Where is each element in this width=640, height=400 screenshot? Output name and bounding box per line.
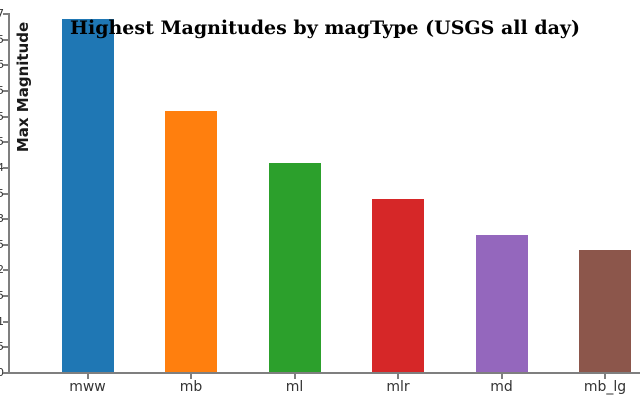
y-tick-mark xyxy=(3,166,8,169)
y-tick-mark xyxy=(3,372,8,374)
x-tick-label-md: md xyxy=(490,379,513,395)
y-tick-mark xyxy=(3,218,8,221)
y-tick-mark xyxy=(3,346,8,349)
y-tick-label: 3.5 xyxy=(0,186,4,200)
x-tick-label-mb: mb xyxy=(179,379,203,395)
bar-mlr xyxy=(372,198,424,373)
x-tick-label-mlr: mlr xyxy=(386,379,410,395)
x-tick-label-ml: ml xyxy=(285,379,304,395)
y-tick-label: 2.5 xyxy=(0,237,4,251)
x-tick-mark xyxy=(500,374,503,379)
x-tick-mark xyxy=(293,374,296,379)
x-tick-mark xyxy=(190,374,192,379)
y-tick-label: 1 xyxy=(0,314,4,328)
chart-title: Highest Magnitudes by magType (USGS all … xyxy=(70,17,580,39)
x-tick-label-mww: mww xyxy=(69,379,106,395)
y-tick-mark xyxy=(3,115,8,118)
x-tick-mark xyxy=(397,374,399,379)
y-tick-label: 1.5 xyxy=(0,289,4,303)
y-tick-label: 4 xyxy=(0,160,4,174)
y-tick-label: 0 xyxy=(0,366,4,379)
y-tick-label: 4.5 xyxy=(0,135,4,149)
x-tick-mark xyxy=(604,374,606,379)
bar-mb_lg xyxy=(579,249,631,373)
y-tick-label: 5.5 xyxy=(0,83,4,97)
bar-mww xyxy=(61,19,114,373)
y-tick-mark xyxy=(3,64,8,67)
y-tick-mark xyxy=(3,295,8,298)
y-tick-mark xyxy=(3,89,8,92)
y-tick-mark xyxy=(3,243,8,246)
y-tick-mark xyxy=(3,192,8,195)
y-tick-label: 6.5 xyxy=(0,32,4,46)
bar-mb xyxy=(165,111,217,373)
x-tick-mark xyxy=(86,374,89,379)
y-tick-mark xyxy=(3,38,8,41)
y-tick-label: 3 xyxy=(0,212,4,226)
bar-ml xyxy=(268,162,321,373)
bar-md xyxy=(475,234,528,373)
y-tick-label: 2 xyxy=(0,263,4,277)
x-tick-label-mb_lg: mb_lg xyxy=(583,379,627,395)
y-tick-mark xyxy=(3,320,8,323)
y-tick-label: 5 xyxy=(0,109,4,123)
y-axis-line xyxy=(8,13,10,374)
x-axis-line xyxy=(8,372,640,374)
y-tick-label: 7 xyxy=(0,7,4,20)
y-tick-mark xyxy=(3,141,8,144)
y-tick-label: 0.5 xyxy=(0,340,4,354)
y-tick-label: 6 xyxy=(0,58,4,72)
y-tick-mark xyxy=(3,13,8,15)
y-tick-mark xyxy=(3,269,8,272)
